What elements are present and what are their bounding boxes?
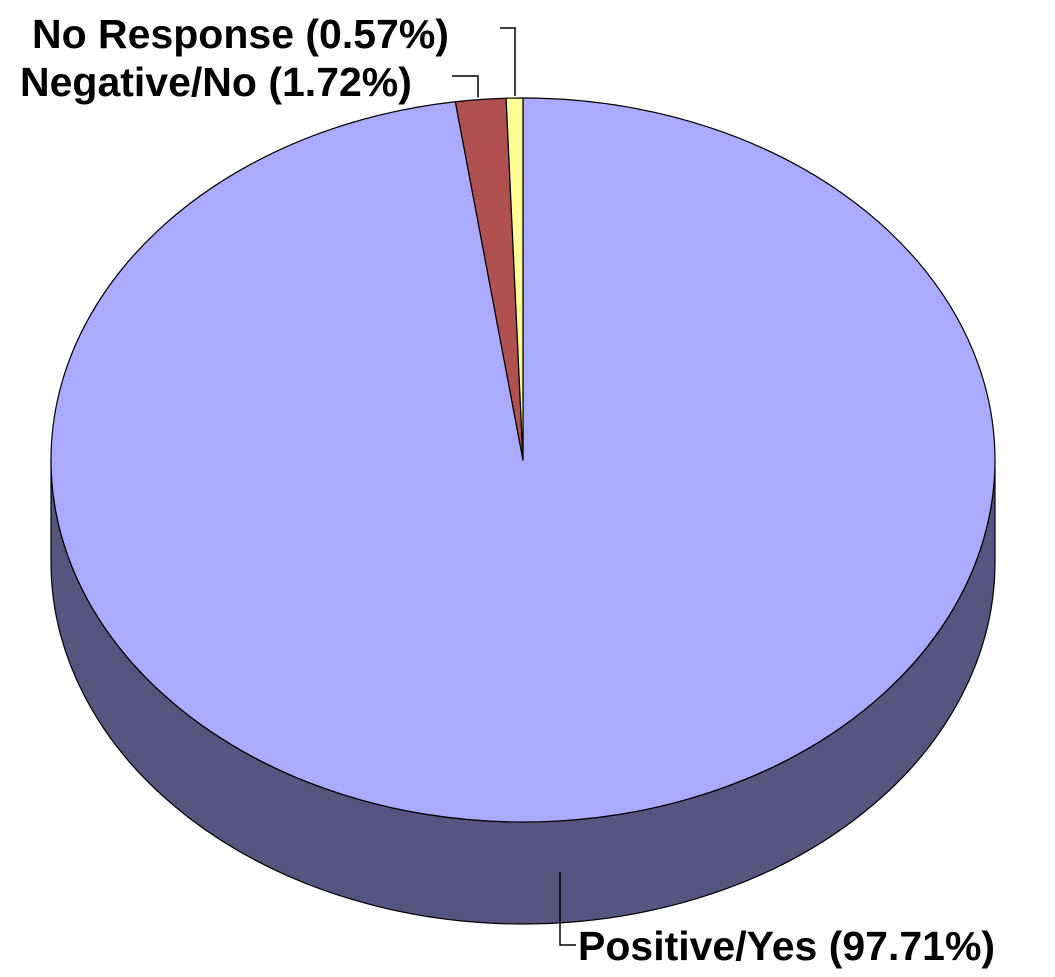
label-positive-yes: Positive/Yes (97.71%) <box>578 923 995 969</box>
pie-top-slices <box>50 97 996 823</box>
leader-line-positive-yes <box>559 872 576 946</box>
leader-line-negative-no <box>452 75 479 98</box>
leader-lines <box>452 27 576 946</box>
leader-line-no-response <box>500 27 516 97</box>
pie-slice-no-response <box>505 97 524 461</box>
label-negative-no: Negative/No (1.72%) <box>20 59 412 105</box>
label-no-response: No Response (0.57%) <box>32 11 449 57</box>
